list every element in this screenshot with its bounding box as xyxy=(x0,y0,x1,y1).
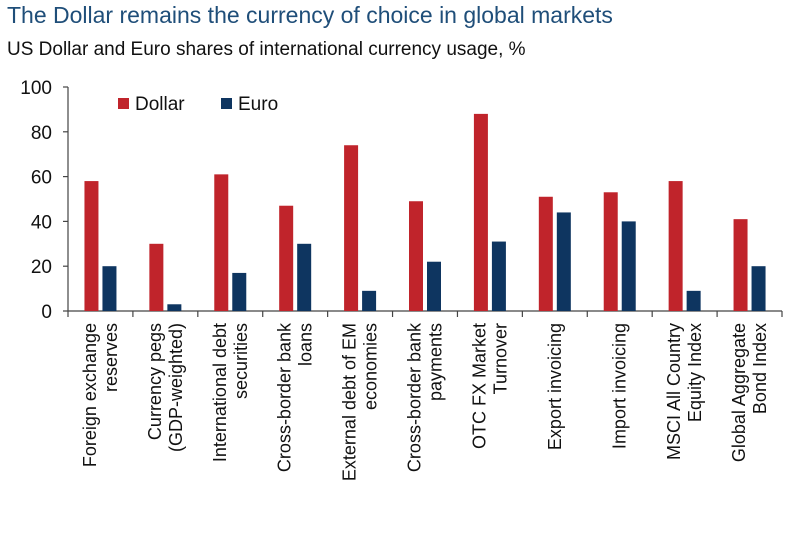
bar-dollar-1 xyxy=(149,243,164,311)
category-label-line: OTC FX Market xyxy=(469,323,489,449)
bar-dollar-10 xyxy=(733,219,748,311)
category-label: Import invoicing xyxy=(610,323,630,449)
y-tick-label: 20 xyxy=(31,257,52,278)
category-label-line: Import invoicing xyxy=(610,323,630,449)
bar-euro-7 xyxy=(556,212,571,311)
legend-swatch-euro xyxy=(221,98,232,109)
bar-dollar-5 xyxy=(409,201,423,311)
legend-swatch-dollar xyxy=(118,98,129,109)
category-label: Cross-border bank loans xyxy=(275,322,316,472)
bar-euro-6 xyxy=(491,241,506,311)
bar-dollar-7 xyxy=(538,196,553,311)
bar-euro-10 xyxy=(751,266,766,311)
category-label-line: Currency pegs xyxy=(145,323,165,440)
category-label: MSCI All Country Equity Index xyxy=(664,323,705,460)
category-label: External debt of EM economies xyxy=(340,323,381,481)
category-label-line: economies xyxy=(361,323,381,410)
category-label-line: (GDP-weighted) xyxy=(166,323,186,452)
y-tick-label: 60 xyxy=(31,168,52,189)
category-label: Export invoicing xyxy=(545,323,565,450)
bar-euro-9 xyxy=(686,290,701,311)
legend: Dollar Euro xyxy=(118,94,278,115)
bar-dollar-9 xyxy=(668,181,683,311)
bar-euro-3 xyxy=(297,243,312,311)
category-label: Currency pegs (GDP-weighted) xyxy=(145,323,186,452)
category-label-line: Foreign exchange xyxy=(80,323,100,467)
category-label: OTC FX Market Turnover xyxy=(469,323,510,449)
category-label-line: loans xyxy=(296,323,316,366)
bar-dollar-0 xyxy=(84,181,99,311)
category-label-line: Bond Index xyxy=(750,323,770,414)
chart-subtitle: US Dollar and Euro shares of internation… xyxy=(7,39,526,60)
bar-series xyxy=(84,113,766,311)
category-label-line: International debt xyxy=(210,323,230,462)
category-label-line: Global Aggregate xyxy=(729,323,749,462)
bar-dollar-4 xyxy=(344,145,359,311)
bar-dollar-3 xyxy=(279,205,294,311)
category-label-line: securities xyxy=(231,323,251,399)
category-label: Cross-border bank payments xyxy=(405,322,446,472)
x-axis xyxy=(67,310,783,317)
category-label: Foreign exchange reserves xyxy=(80,323,121,467)
bar-euro-4 xyxy=(362,290,377,311)
legend-label-dollar: Dollar xyxy=(135,94,185,115)
category-labels: Foreign exchange reserves Currency pegs (GD… xyxy=(80,322,770,481)
legend-label-euro: Euro xyxy=(238,94,278,115)
y-tick-label: 40 xyxy=(31,212,52,233)
category-label-line: Cross-border bank xyxy=(275,322,295,472)
category-label-line: MSCI All Country xyxy=(664,323,684,460)
category-label-line: Equity Index xyxy=(685,323,705,422)
category-label-line: Cross-border bank xyxy=(405,322,425,472)
bar-euro-2 xyxy=(232,272,247,311)
bar-euro-1 xyxy=(167,304,182,311)
bar-euro-5 xyxy=(427,261,441,311)
bar-euro-0 xyxy=(102,266,117,311)
category-label: Global Aggregate Bond Index xyxy=(729,323,770,462)
chart-title: The Dollar remains the currency of choic… xyxy=(7,2,613,28)
category-label-line: reserves xyxy=(101,323,121,392)
bar-dollar-8 xyxy=(603,192,618,311)
category-label-line: Export invoicing xyxy=(545,323,565,450)
y-tick-label: 80 xyxy=(31,123,52,144)
y-tick-label: 100 xyxy=(20,78,52,99)
category-label-line: External debt of EM xyxy=(340,323,360,481)
bar-euro-8 xyxy=(621,221,636,311)
bar-dollar-2 xyxy=(214,174,229,311)
category-label: International debt securities xyxy=(210,323,251,462)
y-axis: 0 20 40 60 80 100 xyxy=(20,78,69,323)
category-label-line: payments xyxy=(426,323,446,401)
category-label-line: Turnover xyxy=(490,323,510,394)
y-tick-label: 0 xyxy=(41,302,52,323)
bar-dollar-6 xyxy=(473,113,488,311)
